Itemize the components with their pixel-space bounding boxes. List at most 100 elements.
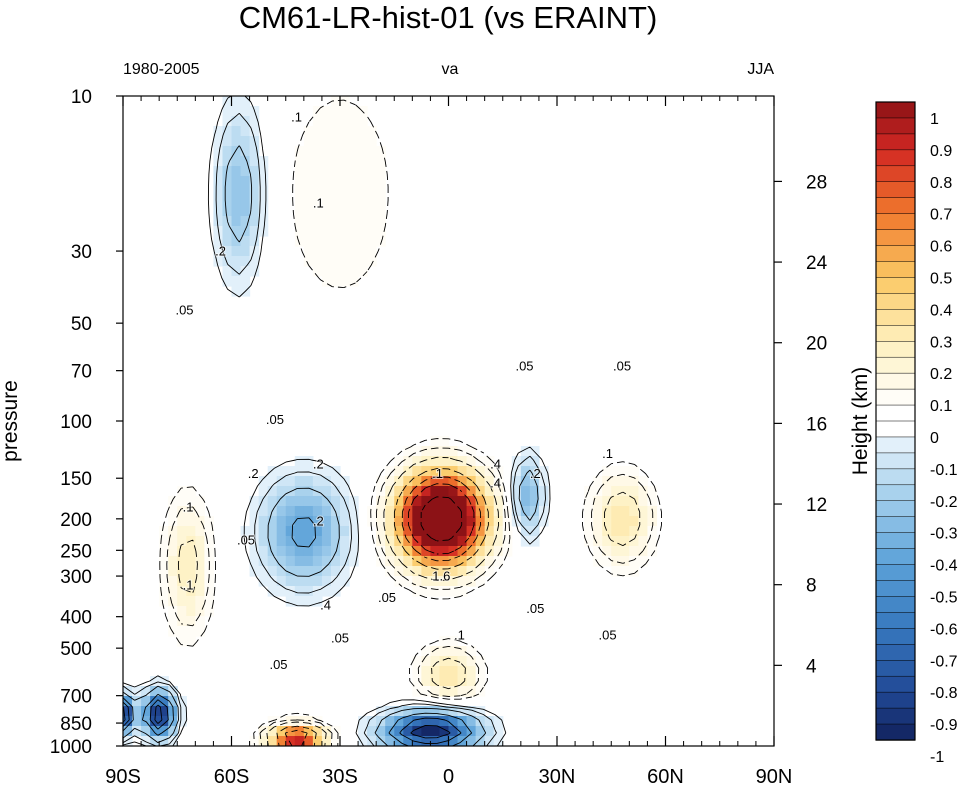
field-cell (484, 556, 495, 567)
field-cell (321, 546, 332, 557)
field-cell (294, 536, 305, 547)
field-cell (421, 726, 432, 737)
field-cell (394, 466, 404, 477)
field-cell (195, 586, 205, 597)
contour-label: .1 (454, 627, 465, 642)
chart-title: CM61-LR-hist-01 (vs ERAINT) (239, 0, 658, 35)
field-cell (177, 716, 187, 727)
field-cell (502, 526, 513, 537)
field-cell (240, 196, 251, 207)
field-cell (448, 726, 459, 737)
field-cell (421, 576, 432, 587)
field-cell (231, 196, 242, 207)
field-cell (159, 596, 169, 607)
field-cell (584, 516, 594, 527)
field-cell (159, 556, 169, 567)
field-cell (340, 116, 350, 127)
field-cell (186, 566, 196, 577)
field-cell (349, 106, 359, 117)
field-cell (367, 236, 377, 247)
colorbar-label: -0.4 (930, 558, 958, 575)
field-cell (448, 586, 459, 597)
field-cell (330, 516, 341, 527)
field-cell (330, 206, 341, 217)
y2-tick-label: 12 (806, 495, 827, 516)
field-cell (493, 736, 504, 746)
field-cell (367, 216, 377, 227)
field-cell (267, 466, 278, 477)
field-cell (349, 206, 359, 217)
field-cell (150, 726, 160, 737)
field-cell (430, 676, 441, 687)
field-cell (321, 266, 332, 277)
field-cell (593, 516, 603, 527)
colorbar-label: 1 (930, 111, 939, 128)
field-cell (403, 496, 413, 507)
field-cell (647, 546, 658, 557)
field-cell (511, 486, 522, 497)
field-cell (195, 536, 205, 547)
field-cell (457, 466, 468, 477)
field-cell (213, 146, 224, 157)
colorbar-label: Height (km) (849, 367, 872, 476)
field-cell (168, 736, 178, 746)
field-cell (358, 236, 368, 247)
field-cell (312, 596, 323, 607)
field-cell (430, 666, 441, 677)
field-cell (584, 486, 594, 497)
field-cell (213, 166, 224, 177)
contour-label: .2 (530, 466, 541, 481)
field-cell (520, 476, 531, 487)
field-cell (177, 626, 187, 637)
field-cell (493, 526, 504, 537)
field-cell (240, 96, 251, 107)
field-cell (602, 516, 612, 527)
field-cell (430, 656, 441, 667)
field-cell (303, 196, 314, 207)
field-cell (204, 526, 215, 537)
field-cell (403, 526, 413, 537)
field-cell (213, 256, 224, 267)
field-cell (240, 106, 251, 117)
field-cell (529, 496, 540, 507)
field-cell (204, 516, 215, 527)
field-cell (367, 256, 377, 267)
field-cell (312, 506, 323, 517)
field-cell (403, 486, 413, 497)
field-cell (466, 476, 477, 487)
field-cell (412, 666, 422, 677)
field-cell (132, 696, 142, 707)
field-cell (376, 206, 386, 217)
contour-line (284, 476, 481, 746)
colorbar-bin (875, 277, 916, 295)
colorbar-bin (875, 229, 916, 247)
field-cell (430, 586, 441, 597)
field-cell (430, 476, 441, 487)
field-cell (340, 526, 350, 537)
field-cell (448, 736, 459, 746)
colorbar-bin (875, 420, 916, 438)
field-cell (303, 596, 314, 607)
contour-label: 1.6 (432, 569, 450, 584)
field-cell (448, 666, 459, 677)
field-cell (231, 166, 242, 177)
field-cell (312, 136, 323, 147)
field-cell (349, 186, 359, 197)
colorbar-bin (875, 197, 916, 215)
field-cell (276, 736, 287, 746)
field-cell (258, 526, 269, 537)
field-cell (231, 216, 242, 227)
field-cell (430, 526, 441, 537)
field-cell (403, 716, 413, 727)
field-cell (330, 586, 341, 597)
field-cell (394, 726, 404, 737)
colorbar-bin (875, 117, 916, 135)
colorbar-bin (875, 612, 916, 630)
field-cell (340, 126, 350, 137)
field-cell (448, 526, 459, 537)
field-cell (168, 576, 178, 587)
field-cell (321, 246, 332, 257)
colorbar-label: 0.5 (930, 270, 952, 287)
field-cell (403, 476, 413, 487)
